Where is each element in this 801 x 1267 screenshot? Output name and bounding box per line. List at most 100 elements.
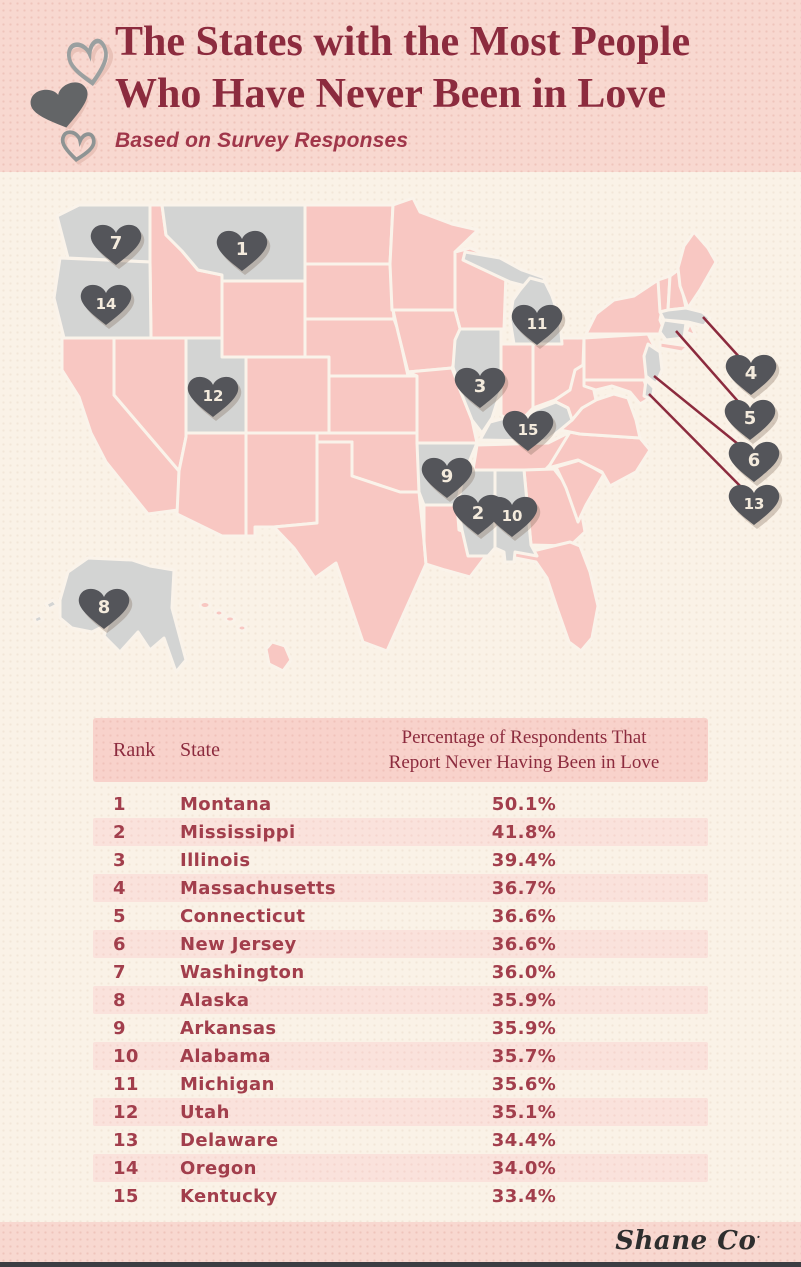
heart-rank-number: 15 (518, 421, 539, 439)
heart-marker-kentucky: 15 (502, 410, 557, 455)
cell-pct: 36.0% (491, 961, 557, 983)
cell-state: Arkansas (180, 1017, 277, 1039)
cell-rank: 10 (113, 1045, 139, 1067)
cell-state: Utah (180, 1101, 230, 1123)
cell-rank: 7 (113, 961, 126, 983)
state-new-jersey (642, 342, 664, 386)
table-row: 12 Utah 35.1% (93, 1098, 708, 1126)
heart-rank-number: 9 (441, 466, 454, 487)
table-row: 3 Illinois 39.4% (93, 846, 708, 874)
cell-state: Connecticut (180, 905, 306, 927)
table-body: 1 Montana 50.1% 2 Mississippi 41.8% 3 Illinois 3… (93, 790, 708, 1210)
cell-pct: 50.1% (491, 793, 557, 815)
heart-rank-number: 7 (110, 233, 123, 254)
state-alaska (32, 556, 188, 674)
cell-pct: 35.7% (491, 1045, 557, 1067)
cell-state: Mississippi (180, 821, 296, 843)
cell-rank: 5 (113, 905, 126, 927)
cell-pct: 36.6% (491, 933, 557, 955)
cell-state: Alaska (180, 989, 250, 1011)
cell-pct: 39.4% (491, 849, 557, 871)
cell-state: Michigan (180, 1073, 275, 1095)
heart-rank-number: 3 (474, 376, 487, 397)
heart-rank-number: 11 (527, 315, 548, 333)
cell-pct: 35.6% (491, 1073, 557, 1095)
callout-line-delaware (648, 393, 755, 501)
heart-rank-number: 12 (203, 387, 224, 405)
header-percentage-line2: Report Never Having Been in Love (388, 752, 660, 773)
ranking-table: Rank State Percentage of Respondents Tha… (93, 718, 708, 1210)
state-new-mexico (244, 431, 319, 538)
cell-rank: 15 (113, 1185, 139, 1207)
heart-marker-washington: 7 (90, 224, 145, 269)
decorative-hearts (30, 38, 114, 165)
table-row: 7 Washington 36.0% (93, 958, 708, 986)
table-row: 14 Oregon 34.0% (93, 1154, 708, 1182)
cell-state: New Jersey (180, 933, 297, 955)
state-colorado (244, 355, 332, 435)
heart-rank-number: 2 (472, 503, 485, 524)
state-texas (272, 440, 428, 653)
cell-state: Oregon (180, 1157, 257, 1179)
header-percentage: Percentage of Respondents That Report Nev… (340, 725, 708, 775)
cell-pct: 35.9% (491, 989, 557, 1011)
page-title: The States with the Most People Who Have … (115, 16, 785, 120)
table-row: 4 Massachusetts 36.7% (93, 874, 708, 902)
page-subtitle: Based on Survey Responses (115, 129, 409, 152)
cell-state: Delaware (180, 1129, 279, 1151)
title-line-1: The States with the Most People (115, 19, 691, 65)
state-south-dakota (303, 262, 396, 321)
heart-marker-massachusetts: 4 (725, 354, 780, 399)
cell-rank: 9 (113, 1017, 126, 1039)
cell-state: Alabama (180, 1045, 271, 1067)
heart-marker-new-jersey: 6 (728, 441, 783, 486)
cell-rank: 2 (113, 821, 126, 843)
cell-pct: 35.1% (491, 1101, 557, 1123)
table-row: 5 Connecticut 36.6% (93, 902, 708, 930)
header-rank: Rank (113, 738, 156, 761)
cell-state: Kentucky (180, 1185, 278, 1207)
cell-state: Illinois (180, 849, 251, 871)
heart-marker-alaska: 8 (78, 588, 133, 633)
table-row: 13 Delaware 34.4% (93, 1126, 708, 1154)
cell-pct: 36.6% (491, 905, 557, 927)
table-row: 9 Arkansas 35.9% (93, 1014, 708, 1042)
table-row: 6 New Jersey 36.6% (93, 930, 708, 958)
heart-marker-illinois: 3 (454, 367, 509, 412)
state-minnesota (388, 196, 480, 312)
cell-rank: 8 (113, 989, 126, 1011)
heart-rank-number: 14 (96, 295, 117, 313)
state-kansas (327, 374, 419, 435)
state-north-dakota (303, 203, 395, 266)
state-arizona (175, 431, 248, 538)
heart-marker-oregon: 14 (80, 284, 135, 329)
title-line-2: Who Have Never Been in Love (115, 71, 667, 117)
heart-rank-number: 10 (502, 507, 523, 525)
heart-marker-alabama: 10 (486, 496, 541, 541)
heart-rank-number: 13 (744, 495, 765, 513)
state-georgia (522, 467, 587, 548)
state-new-york-long-island (658, 340, 690, 354)
header-percentage-line1: Percentage of Respondents That (401, 727, 647, 748)
state-maine (676, 230, 718, 310)
heart-rank-number: 5 (744, 408, 757, 429)
header: The States with the Most People Who Have … (0, 0, 801, 172)
heart-rank-number: 1 (236, 239, 249, 260)
cell-rank: 3 (113, 849, 126, 871)
cell-state: Washington (180, 961, 305, 983)
heart-marker-connecticut: 5 (724, 399, 779, 444)
heart-marker-montana: 1 (216, 230, 271, 275)
title-block: The States with the Most People Who Have … (115, 16, 785, 153)
heart-marker-delaware: 13 (728, 484, 783, 529)
cell-pct: 35.9% (491, 1017, 557, 1039)
cell-pct: 33.4% (491, 1185, 557, 1207)
cell-rank: 13 (113, 1129, 139, 1151)
heart-outline-icon (66, 38, 114, 86)
heart-rank-number: 8 (98, 597, 111, 618)
map-section: 1 2 3 4 5 6 7 8 9 10 11 12 13 14 15 (0, 172, 801, 718)
logo-text: Shane Co (615, 1226, 757, 1256)
cell-rank: 14 (113, 1157, 139, 1179)
table-header-row: Rank State Percentage of Respondents Tha… (93, 718, 708, 782)
